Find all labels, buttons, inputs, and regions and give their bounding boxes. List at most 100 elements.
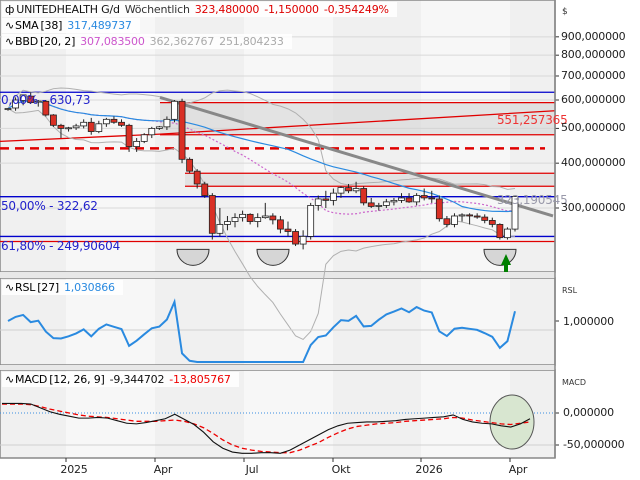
- candle-body: [345, 187, 352, 192]
- candle-body: [292, 231, 299, 245]
- candle-body: [413, 195, 421, 203]
- sma-label: SMA: [15, 19, 39, 32]
- pane-splitter: [0, 365, 555, 370]
- bollinger-lower: [7, 108, 516, 341]
- candle-body: [216, 224, 224, 234]
- rsl-line: [7, 298, 516, 363]
- candle-body: [496, 224, 504, 239]
- candle-body: [171, 100, 178, 120]
- pane-band: [333, 370, 421, 458]
- candle-body: [352, 188, 360, 192]
- candle-body: [277, 219, 284, 230]
- rsl-label: RSL: [15, 281, 36, 294]
- price-tick-label: 700,000000: [561, 68, 626, 82]
- candle-body: [208, 195, 216, 234]
- instrument-icon: ф: [5, 3, 15, 16]
- price-tick-label: 400,000000: [561, 156, 626, 170]
- candle-body: [299, 235, 307, 245]
- channel-value-label: 551,257365: [497, 113, 568, 127]
- rsl-axis-1: 1,000000: [563, 315, 614, 328]
- bbd-mid-value: 307,083500: [80, 35, 145, 48]
- period-label: Wöchentlich: [124, 3, 190, 16]
- rsl-value: 1,030866: [63, 281, 115, 294]
- pane-band: [510, 278, 555, 365]
- fib-618-label: 61,80% - 249,90604: [1, 239, 121, 253]
- candle-body: [428, 197, 436, 200]
- candle-body: [27, 95, 35, 104]
- candle-body: [201, 183, 209, 196]
- indicator-icon: ∿: [5, 373, 15, 386]
- symbol-label: UNITEDHEALTH G/d: [16, 3, 120, 16]
- macd-legend: ∿MACD [12, 26, 9] -9,344702 -13,805767: [2, 372, 239, 387]
- candle-body: [511, 196, 519, 230]
- candle-body: [87, 121, 95, 132]
- candle-body: [390, 199, 398, 203]
- fib-0-label: 0,00% - 630,73: [1, 93, 91, 107]
- candle-body: [451, 215, 458, 225]
- candle-body: [261, 215, 269, 219]
- candle-body: [329, 192, 337, 201]
- candle-body: [193, 170, 201, 185]
- bowl-pattern: [176, 248, 210, 266]
- candle-body: [239, 213, 246, 219]
- candle-body: [473, 215, 481, 218]
- candle-body: [102, 118, 110, 125]
- resistance-zone: [160, 102, 555, 135]
- candle-body: [118, 121, 125, 126]
- candle-body: [322, 198, 330, 201]
- price-tick-label: 900,000000: [561, 29, 626, 43]
- bbd-lower-value: 251,804233: [219, 35, 284, 48]
- pane-band: [155, 278, 244, 365]
- pane-band: [421, 0, 510, 272]
- fib-50-label: 50,00% - 322,62: [1, 199, 98, 213]
- macd-param: [12, 26, 9]: [49, 373, 105, 386]
- time-tick-label: Apr: [153, 463, 173, 476]
- rsl-unit: RSL: [562, 286, 578, 295]
- candle-body: [178, 100, 186, 160]
- rsl-param: [27]: [37, 281, 59, 294]
- time-tick-label: 2026: [415, 463, 443, 476]
- macd-axis-0: 0,000000: [563, 406, 614, 419]
- sma-line: [7, 100, 516, 213]
- candle-body: [314, 198, 322, 206]
- sma-legend: ∿SMA [38] 317,489737: [2, 18, 140, 33]
- bbd-legend: ∿BBD [20, 2] 307,083500 362,362767 251,80423…: [2, 34, 292, 49]
- price-tick-label: 600,000000: [561, 93, 626, 106]
- candle-body: [405, 197, 413, 203]
- highlight-circle: [489, 394, 535, 450]
- bowl-pattern: [256, 248, 290, 266]
- pane-band: [333, 0, 421, 272]
- candle-body: [12, 99, 19, 109]
- resistance-zone: [185, 173, 555, 187]
- candle-body: [284, 228, 292, 232]
- candle-body: [80, 121, 88, 127]
- candle-body: [72, 125, 80, 129]
- time-tick-label: Jul: [245, 463, 259, 476]
- candle-body: [19, 94, 27, 101]
- candle-body: [382, 201, 390, 206]
- bbd-label: BBD: [15, 35, 38, 48]
- macd-axis-neg50: -50,000000: [563, 438, 625, 451]
- candle-body: [481, 216, 489, 221]
- candle-body: [140, 134, 148, 142]
- candle-body: [224, 221, 231, 225]
- candle-body: [458, 214, 466, 217]
- candle-body: [42, 100, 50, 116]
- time-tick-label: Okt: [331, 463, 351, 476]
- candle-body: [125, 124, 133, 147]
- candle-body: [398, 197, 405, 201]
- candle-body: [466, 214, 473, 217]
- bbd-param: [20, 2]: [40, 35, 76, 48]
- sma-value: 317,489737: [67, 19, 132, 32]
- candle-body: [246, 213, 254, 222]
- pane-band: [244, 278, 333, 365]
- macd-unit: MACD: [562, 378, 586, 387]
- candle-body: [443, 218, 451, 225]
- price-change-pct: -0,354249%: [323, 3, 389, 16]
- indicator-icon: ∿: [5, 19, 15, 32]
- candle-body: [163, 118, 171, 128]
- macd-signal-value: -13,805767: [169, 373, 231, 386]
- candle-body: [269, 215, 277, 221]
- candle-body: [186, 158, 194, 172]
- price-tick-label: 300,000000: [561, 200, 626, 214]
